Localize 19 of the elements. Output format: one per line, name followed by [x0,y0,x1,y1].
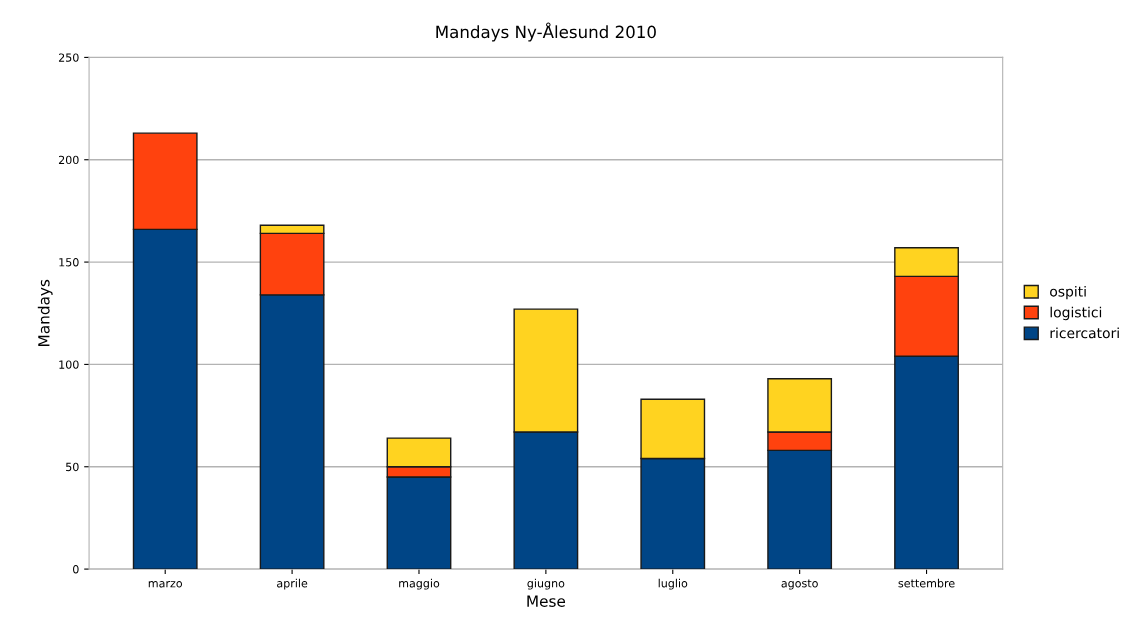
y-tick-label: 0 [73,565,79,574]
legend-label: logistici [1050,306,1102,321]
x-tick-label: luglio [658,578,688,590]
x-tick-label: settembre [898,578,955,588]
x-tick-label: maggio [399,578,440,590]
x-tick-label: marzo [148,581,183,588]
x-tick-label: agosto [781,579,818,590]
legend-label: ospiti [1050,285,1086,300]
y-tick-label: 200 [58,155,79,165]
x-axis-title: Mese [527,595,566,607]
x-tick-label: aprile [277,578,308,590]
x-tick-label: giugno [527,578,565,590]
y-tick-label: 100 [59,360,79,369]
chart-title: Mandays Ny-Ålesund 2010 [436,22,656,42]
y-tick-label: 150 [59,258,79,267]
y-tick-label: 250 [58,53,79,62]
legend-label: ricercatori [1050,327,1119,339]
y-tick-label: 50 [66,462,79,472]
y-axis-title: Mandays [37,279,53,346]
